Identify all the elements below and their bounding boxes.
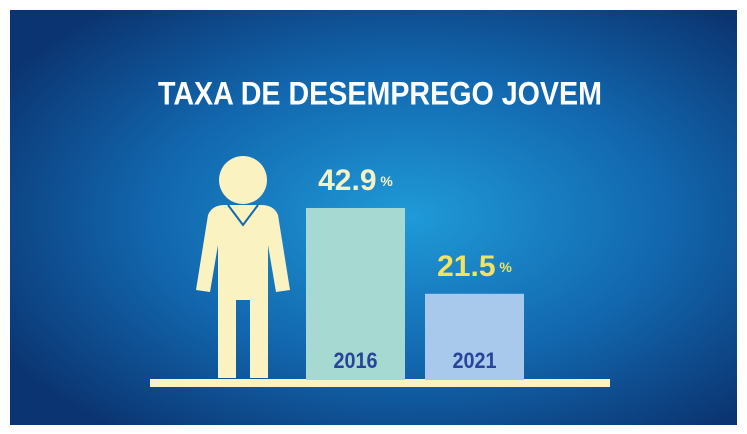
person-icon xyxy=(196,156,290,378)
value-label: 42.9 % xyxy=(318,164,393,197)
bar xyxy=(425,293,524,380)
person-collar xyxy=(227,204,259,227)
bar-category-label: 2021 xyxy=(453,348,497,373)
bar xyxy=(306,207,405,380)
ground-line xyxy=(150,379,610,387)
bar-category-label: 2016 xyxy=(334,348,378,373)
chart-title: TAXA DE DESEMPREGO JOVEM xyxy=(158,75,602,111)
value-label: 21.5 % xyxy=(437,250,512,283)
